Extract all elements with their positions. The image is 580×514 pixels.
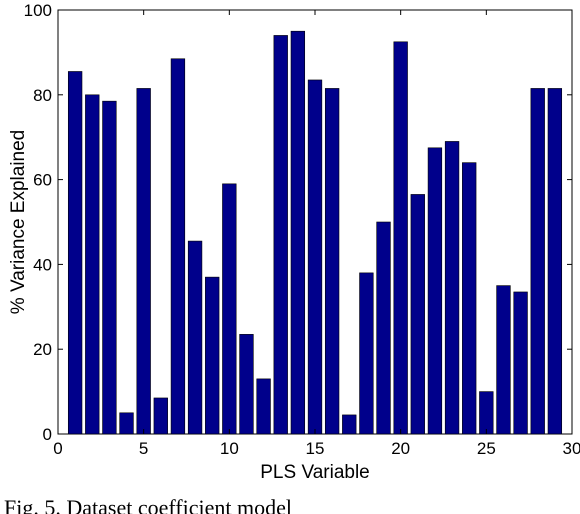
ticks-group: 0 5 10 15 20 25 30 0 20 40 60 80 100	[24, 1, 580, 458]
bar-15	[307, 79, 323, 435]
bar-22	[427, 147, 443, 435]
x-tick-label: 15	[306, 439, 325, 458]
bar-1	[67, 71, 83, 435]
bar-3	[102, 100, 117, 435]
x-tick-label: 0	[53, 439, 62, 458]
bar-6	[153, 397, 168, 435]
y-tick-label: 60	[33, 171, 52, 190]
bar-26	[496, 285, 511, 435]
x-tick-label: 20	[391, 439, 410, 458]
bar-28	[530, 88, 545, 435]
bar-21	[410, 194, 425, 435]
bars-group	[67, 30, 563, 435]
x-tick-label: 25	[477, 439, 496, 458]
bar-11	[239, 334, 254, 435]
y-tick-label: 100	[24, 1, 52, 20]
bar-14	[290, 30, 306, 435]
bar-17	[342, 414, 357, 435]
bar-16	[324, 88, 340, 435]
bar-25	[479, 391, 494, 435]
bar-2	[85, 94, 100, 435]
y-axis-label: % Variance Explained	[8, 130, 29, 314]
x-axis-label: PLS Variable	[260, 462, 370, 483]
bar-27	[513, 291, 528, 435]
y-tick-label: 80	[33, 86, 52, 105]
bar-19	[376, 221, 391, 435]
bar-24	[462, 162, 477, 435]
bar-4	[119, 412, 134, 435]
y-tick-label: 40	[33, 255, 52, 274]
y-tick-label: 20	[33, 340, 52, 359]
bar-13	[273, 35, 288, 435]
bar-29	[547, 88, 563, 435]
bar-5	[136, 88, 151, 435]
bar-20	[393, 41, 408, 435]
x-tick-label: 30	[563, 439, 580, 458]
bar-9	[205, 276, 220, 435]
bar-23	[444, 141, 460, 435]
bar-12	[256, 378, 271, 435]
figure-caption: Fig. 5. Dataset coefficient model	[4, 495, 292, 514]
bar-18	[359, 272, 374, 435]
bar-7	[170, 58, 186, 435]
bar-10	[222, 183, 237, 435]
x-tick-label: 5	[139, 439, 148, 458]
y-tick-label: 0	[43, 425, 52, 444]
bar-8	[187, 240, 203, 435]
x-tick-label: 10	[220, 439, 239, 458]
